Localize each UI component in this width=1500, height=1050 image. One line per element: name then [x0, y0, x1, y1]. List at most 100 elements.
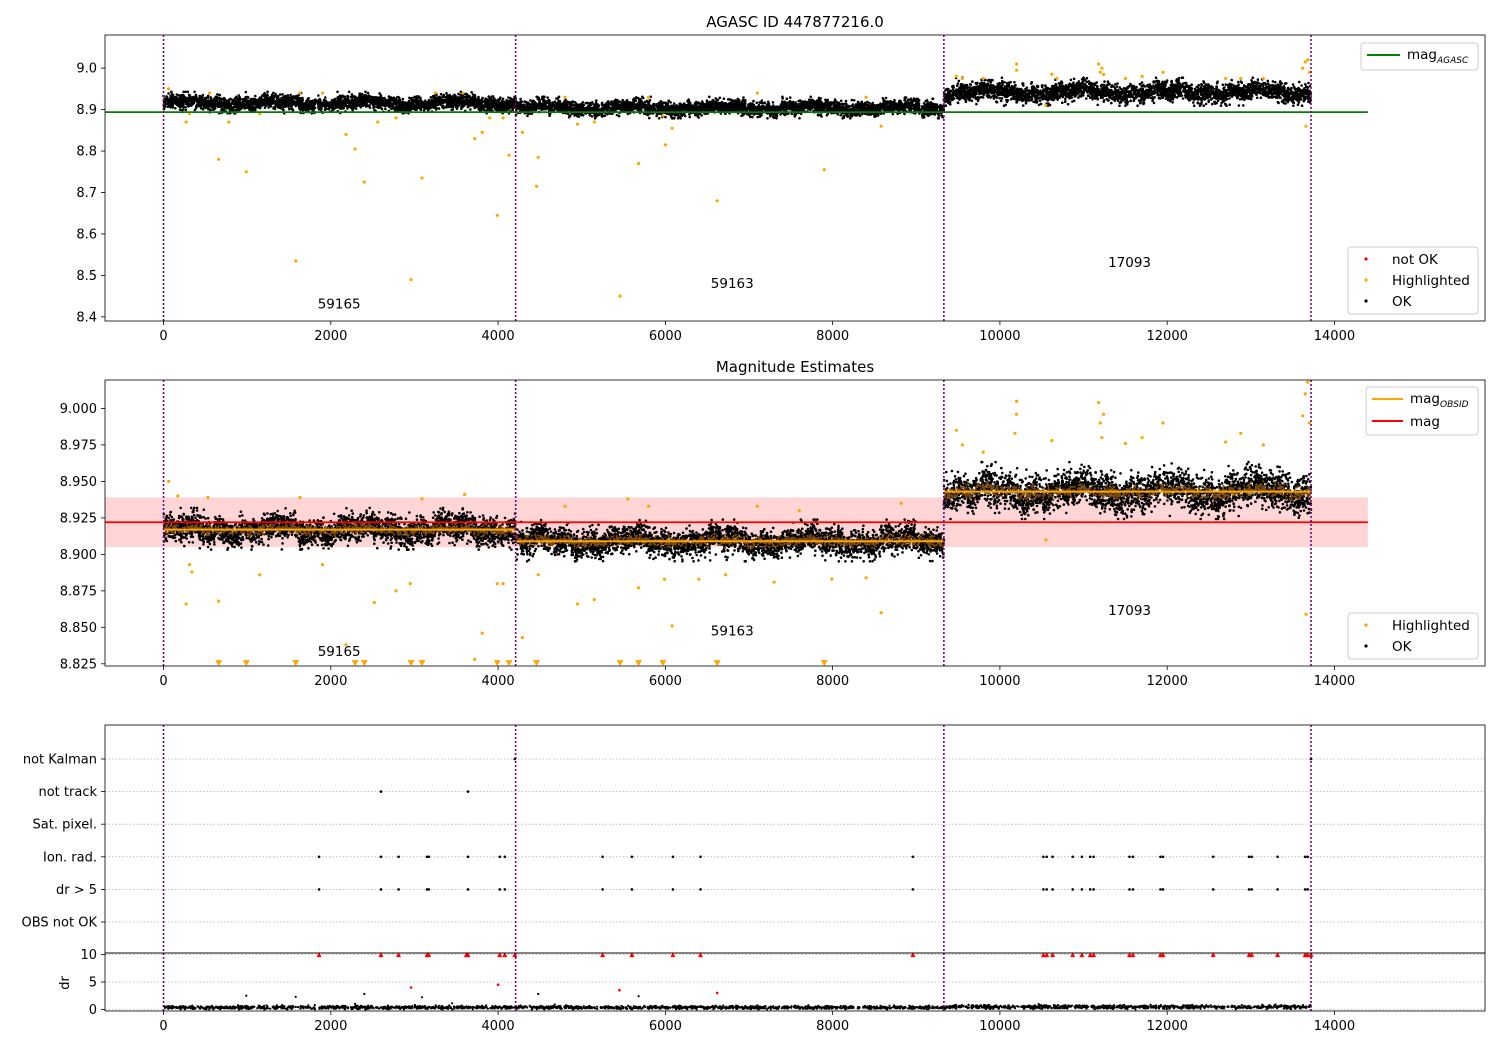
- ok-point: [343, 95, 347, 99]
- ok-point: [324, 96, 327, 99]
- ok-point: [502, 104, 506, 107]
- ok-point: [480, 106, 484, 110]
- ok-point: [920, 105, 924, 108]
- ok-point: [306, 101, 309, 105]
- ok-point: [363, 100, 367, 104]
- ok-point: [427, 107, 431, 111]
- ok-point: [378, 92, 381, 95]
- ok-point: [453, 93, 456, 97]
- ok-point: [184, 108, 188, 112]
- ok-point: [266, 90, 269, 94]
- ok-point: [546, 99, 550, 103]
- ok-point: [422, 104, 426, 108]
- ok-point: [924, 100, 927, 103]
- ok-point: [244, 90, 248, 94]
- ok-point: [820, 115, 823, 118]
- ok-point: [166, 96, 169, 99]
- ok-point: [432, 99, 436, 103]
- ok-point: [216, 93, 219, 96]
- ok-point: [444, 99, 448, 102]
- ok-point: [274, 92, 277, 96]
- ok-point: [330, 103, 334, 106]
- ok-point: [358, 92, 362, 95]
- ok-point: [333, 106, 337, 109]
- ok-point: [345, 97, 348, 101]
- ok-point: [455, 106, 459, 109]
- ok-point: [500, 107, 503, 110]
- ok-point: [197, 103, 200, 106]
- ok-point: [556, 96, 560, 100]
- ok-point: [398, 98, 402, 102]
- ok-point: [327, 107, 331, 111]
- ok-point: [716, 98, 719, 102]
- ok-point: [317, 105, 320, 108]
- ok-point: [432, 106, 436, 110]
- ok-point: [267, 102, 270, 106]
- ok-point: [254, 94, 257, 98]
- ok-point: [278, 106, 282, 109]
- ok-point: [239, 103, 243, 107]
- ok-point: [780, 100, 784, 103]
- ok-point: [415, 103, 419, 106]
- ok-point: [284, 100, 288, 103]
- ok-point: [441, 105, 444, 109]
- ok-point: [752, 99, 755, 103]
- ok-point: [223, 103, 226, 107]
- ok-point: [244, 106, 248, 109]
- ok-point: [850, 98, 854, 102]
- ok-point: [453, 97, 457, 101]
- ok-point: [405, 106, 408, 109]
- ok-point: [798, 117, 801, 120]
- ok-point: [184, 106, 187, 109]
- ok-point: [445, 92, 448, 95]
- ok-point: [173, 96, 177, 100]
- ok-point: [205, 103, 209, 106]
- ok-point: [407, 100, 411, 103]
- ok-point: [453, 103, 457, 107]
- ok-point: [655, 103, 658, 106]
- ok-point: [287, 105, 290, 109]
- ok-point: [266, 96, 269, 100]
- ok-point: [593, 117, 597, 120]
- ok-point: [664, 115, 667, 119]
- ok-point: [190, 104, 193, 107]
- ok-point: [427, 98, 431, 102]
- ok-point: [933, 113, 936, 116]
- ok-point: [187, 97, 191, 100]
- ok-point: [358, 100, 361, 103]
- ok-point: [479, 108, 483, 112]
- ok-point: [203, 96, 207, 100]
- ok-point: [347, 90, 351, 94]
- ok-point: [276, 98, 280, 101]
- ok-point: [466, 103, 470, 107]
- ok-point: [423, 99, 427, 103]
- ok-point: [505, 105, 509, 109]
- ok-point: [415, 95, 419, 98]
- ok-point: [371, 100, 374, 103]
- ok-point: [471, 93, 475, 96]
- ok-point: [374, 96, 378, 99]
- ok-point: [509, 101, 512, 105]
- ok-point: [272, 106, 276, 109]
- ok-point: [494, 104, 498, 107]
- ok-point: [276, 103, 279, 107]
- ok-point: [505, 98, 508, 102]
- ok-point: [245, 99, 248, 103]
- ok-point: [313, 106, 317, 110]
- ok-point: [557, 99, 560, 102]
- ok-point: [353, 99, 357, 102]
- ok-point: [364, 90, 367, 94]
- ok-point: [460, 107, 463, 110]
- ok-point: [366, 99, 370, 102]
- ok-point: [271, 96, 275, 100]
- ok-point: [258, 103, 262, 106]
- ok-point: [360, 96, 363, 99]
- ok-point: [313, 102, 317, 106]
- ok-point: [418, 103, 422, 107]
- ok-point: [256, 98, 259, 102]
- ok-point: [472, 100, 475, 104]
- ok-point: [220, 107, 224, 110]
- ok-point: [304, 108, 308, 111]
- ok-point: [424, 103, 428, 106]
- ok-point: [210, 101, 214, 104]
